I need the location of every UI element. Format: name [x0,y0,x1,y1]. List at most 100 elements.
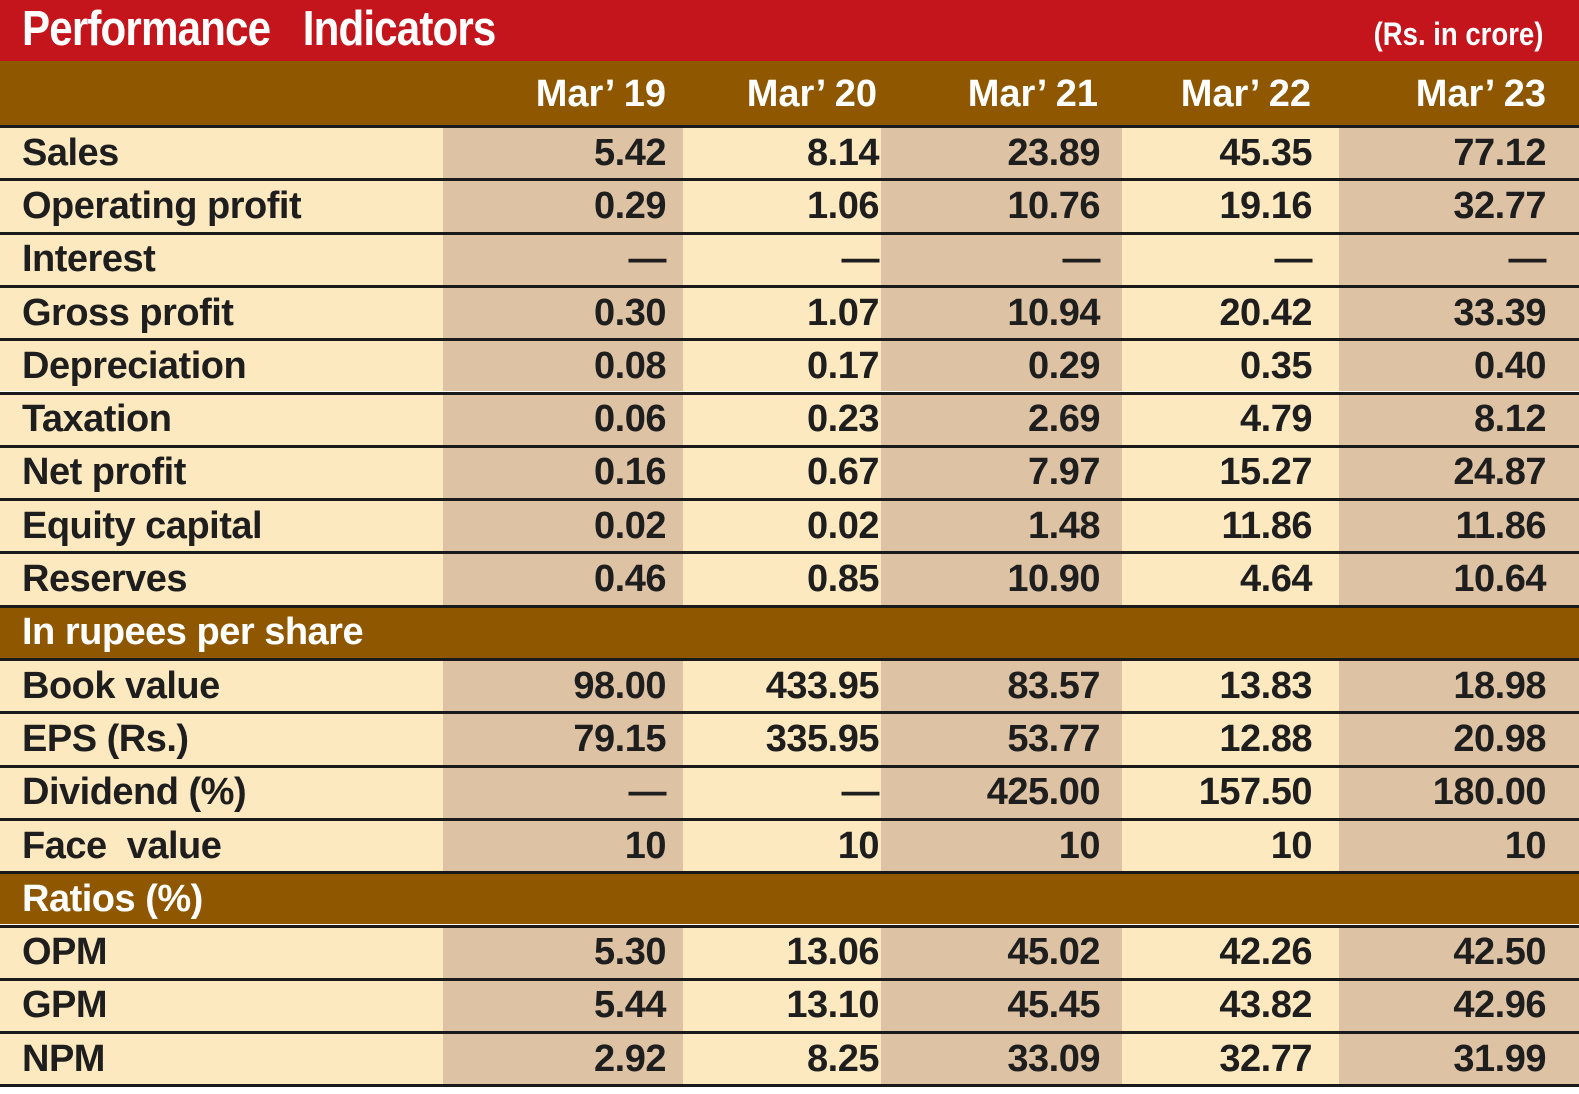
cell-value: 0.17 [807,344,879,387]
value-cell [443,128,683,179]
value-cell [683,501,881,552]
value-cell [1339,447,1579,499]
cell-value: 13.83 [1219,664,1312,707]
value-cell [683,980,881,1032]
value-cell [1122,661,1339,712]
table-row-operating-profit: Operating profit 0.29 1.06 10.76 19.16 32.77 [0,181,1579,232]
value-cell [683,661,881,712]
table-row-depreciation: Depreciation 0.08 0.17 0.29 0.35 0.40 [0,341,1579,392]
cell-value: 79.15 [573,717,666,760]
value-cell [881,501,1122,552]
value-cell [683,1034,881,1085]
row-divider [0,391,1579,395]
value-cell [1122,128,1339,179]
value-cell [1339,820,1579,872]
section-label: In rupees per share [22,611,364,654]
value-cell [683,234,881,285]
cell-value: 0.06 [594,398,666,441]
value-cell [683,554,881,605]
section-header-ratios: Ratios (%) [0,874,1579,925]
value-cell [1339,128,1579,179]
row-divider [0,178,1579,182]
cell-value: 0.46 [594,558,666,601]
cell-value: 157.50 [1198,771,1313,814]
value-cell [1339,287,1579,339]
value-cell [881,234,1122,285]
cell-value: 433.95 [765,664,880,707]
value-cell [683,714,881,765]
value-cell [1122,234,1339,285]
row-divider [0,871,1579,875]
value-cell [1122,394,1339,445]
value-cell [683,287,881,339]
row-label: Net profit [22,451,186,494]
cell-value: 23.89 [1007,131,1100,174]
cell-value: 98.00 [573,664,666,707]
cell-value: 0.40 [1474,344,1546,387]
cell-value: 45.02 [1007,931,1100,974]
cell-value: — [841,238,880,281]
value-cell [443,394,683,445]
value-cell [443,661,683,712]
cell-value: 4.79 [1240,398,1312,441]
cell-value: 10.94 [1007,291,1100,334]
value-cell [881,128,1122,179]
value-cell [683,927,881,978]
table-row-eps-rs: EPS (Rs.) 79.15 335.95 53.77 12.88 20.98 [0,714,1579,765]
cell-value: 31.99 [1453,1037,1546,1080]
cell-value: 11.86 [1455,504,1547,547]
cell-value: 10 [1058,824,1101,867]
value-cell [683,341,881,392]
cell-value: 335.95 [765,717,880,760]
value-cell [1122,287,1339,339]
cell-value: 32.77 [1453,184,1546,227]
row-divider [0,231,1579,235]
value-cell [1122,341,1339,392]
cell-value: 10.90 [1007,558,1100,601]
cell-value: 45.35 [1219,131,1312,174]
value-cell [1122,927,1339,978]
value-cell [1122,501,1339,552]
value-cell [1339,181,1579,232]
value-cell [683,181,881,232]
value-cell [1339,234,1579,285]
row-label-cell [0,554,443,605]
cell-value: — [628,771,667,814]
row-label-cell [0,820,443,872]
value-cell [443,234,683,285]
value-cell [1122,820,1339,872]
cell-value: 11.86 [1221,504,1313,547]
cell-value: 83.57 [1007,664,1100,707]
value-cell [1122,554,1339,605]
value-cell [683,767,881,818]
row-label: Sales [22,131,119,174]
value-cell [443,501,683,552]
cell-value: 5.30 [594,931,666,974]
cell-value: 2.69 [1028,398,1100,441]
title-bar: Performance Indicators (Rs. in crore) [0,0,1579,61]
cell-value: 77.12 [1453,131,1546,174]
cell-value: — [841,771,880,814]
cell-value: 0.02 [807,504,879,547]
cell-value: 0.16 [594,451,666,494]
value-cell [881,980,1122,1032]
cell-value: 2.92 [594,1037,666,1080]
value-cell [1339,927,1579,978]
value-cell [1122,980,1339,1032]
row-label: Book value [22,664,220,707]
row-label: Operating profit [22,184,302,227]
cell-value: 7.97 [1028,451,1100,494]
value-cell [683,128,881,179]
value-cell [881,661,1122,712]
cell-value: — [1274,238,1313,281]
cell-value: 10 [1270,824,1313,867]
row-divider [0,604,1579,608]
cell-value: 33.39 [1453,291,1546,334]
cell-value: 0.29 [1028,344,1100,387]
cell-value: 19.16 [1219,184,1312,227]
cell-value: 5.42 [594,131,666,174]
row-divider [0,1031,1579,1035]
row-label-cell [0,181,443,232]
cell-value: 32.77 [1219,1037,1312,1080]
